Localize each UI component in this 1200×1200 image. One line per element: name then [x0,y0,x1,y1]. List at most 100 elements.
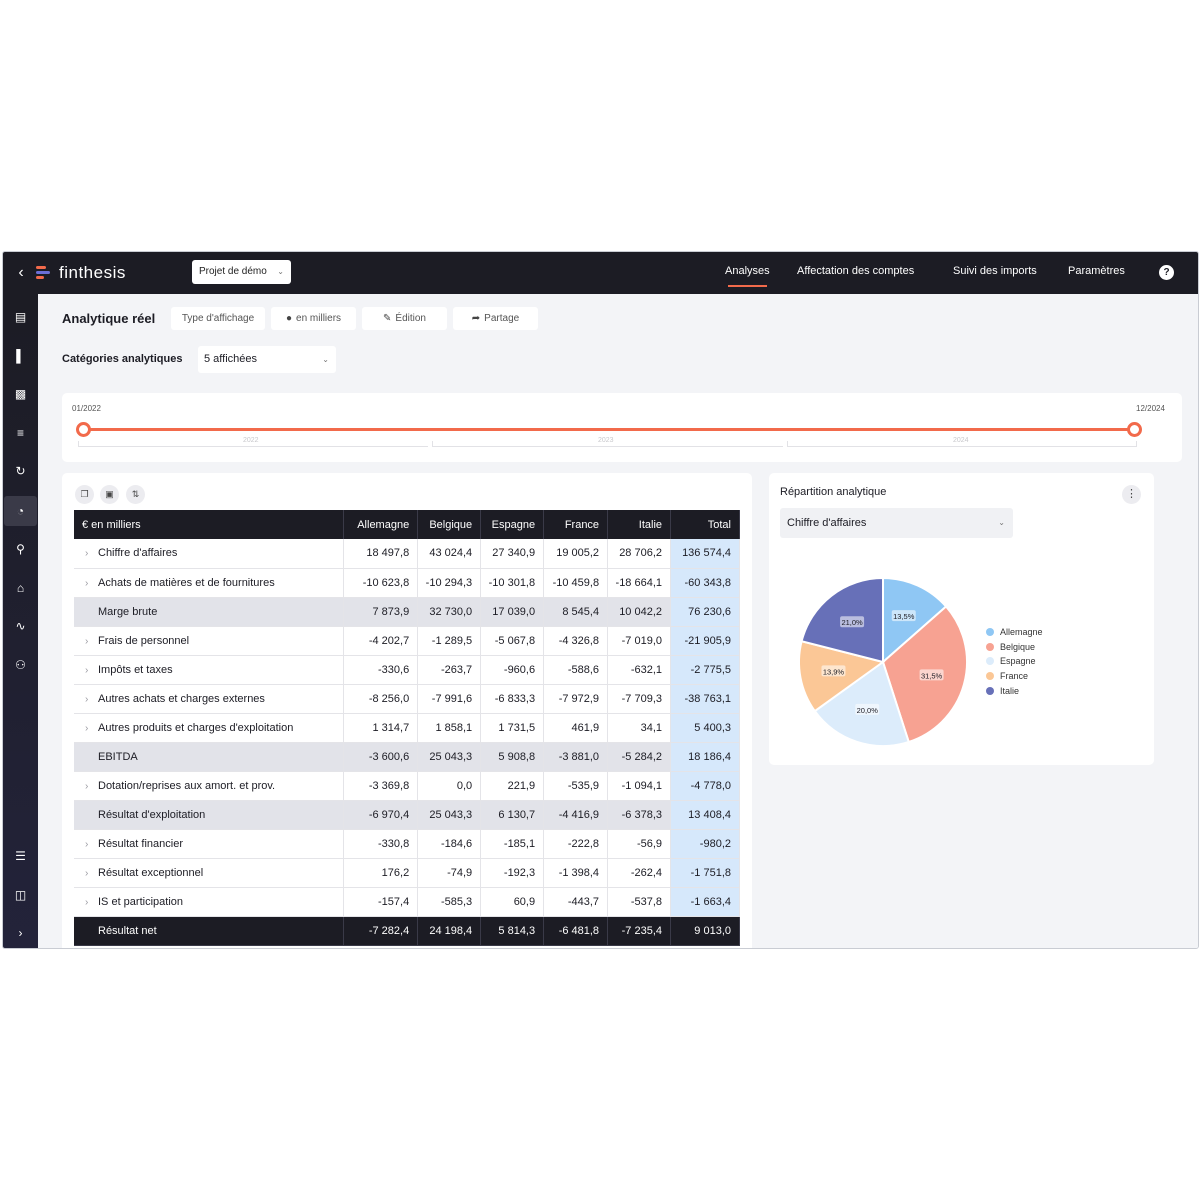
value-cell: -56,9 [607,829,672,859]
column-header[interactable]: Allemagne [343,510,419,539]
column-header[interactable]: Belgique [417,510,482,539]
expand-chevron-icon[interactable]: › [85,635,89,647]
range-end-handle[interactable] [1127,422,1142,437]
logo[interactable]: finthesis [36,263,126,283]
cycle-arrows-icon[interactable]: ↻ [15,464,26,478]
legend-item[interactable]: Allemagne [986,625,1043,640]
row-label-cell[interactable]: › Résultat exceptionnel [74,858,345,888]
value-cell: -1 398,4 [543,858,609,888]
project-select[interactable]: Projet de démo ⌄ [192,260,291,284]
display-type-button[interactable]: Type d'affichage [171,307,265,330]
legend-item[interactable]: Belgique [986,640,1043,655]
table-row[interactable]: › IS et participation -157,4 -585,3 60,9 -443… [74,887,740,917]
table-row[interactable]: › Autres achats et charges externes -8 256… [74,684,740,714]
expand-chevron-icon[interactable]: › [85,867,89,879]
table-row[interactable]: › Dotation/reprises aux amort. et prov. -3… [74,771,740,801]
row-label-cell[interactable]: › Achats de matières et de fournitures [74,568,345,598]
row-label-cell[interactable]: › Autres produits et charges d'exploitati… [74,713,345,743]
pie-chart-icon[interactable]: ◔ [4,496,37,526]
expand-chevron-icon[interactable]: › [85,693,89,705]
legend-item[interactable]: France [986,669,1043,684]
back-chevron-icon[interactable]: ‹ [18,264,24,281]
column-header[interactable]: Espagne [480,510,545,539]
value-cell: -184,6 [417,829,482,859]
edition-button[interactable]: ✎ Édition [362,307,447,330]
list-icon[interactable]: ☰ [15,849,26,863]
bar-chart-icon[interactable]: ▌ [16,349,25,363]
users-icon[interactable]: ⚇ [15,658,26,672]
table-row[interactable]: › Résultat financier -330,8 -184,6 -185,1 -22… [74,829,740,859]
sort-icon[interactable]: ⇅ [126,485,145,504]
expand-chevron-icon[interactable]: › [85,722,89,734]
book-icon[interactable]: ▩ [14,387,27,401]
legend-item[interactable]: Italie [986,683,1043,698]
pulse-icon[interactable]: ∿ [15,619,26,633]
chevron-right-icon[interactable]: › [18,926,23,940]
row-label-cell[interactable]: › Autres achats et charges externes [74,684,345,714]
expand-chevron-icon[interactable]: › [85,577,89,589]
share-button[interactable]: ➦ Partage [453,307,538,330]
home-icon[interactable]: ⌂ [16,581,25,595]
value-cell: -5 067,8 [480,626,545,656]
pie-label-background [855,703,880,715]
document-icon[interactable]: ◫ [14,888,27,902]
value-cell: -3 600,6 [343,742,419,772]
stack-coins-icon[interactable]: ≡ [16,426,24,440]
range-start-handle[interactable] [76,422,91,437]
value-cell: -330,6 [343,655,419,685]
year-label: 2024 [953,437,969,444]
table-row[interactable]: › Résultat exceptionnel 176,2 -74,9 -192,3 -1… [74,858,740,888]
value-cell: 25 043,3 [417,742,482,772]
value-cell: -7 991,6 [417,684,482,714]
period-range-slider[interactable]: 01/2022 12/2024 2022 2023 2024 [62,393,1182,462]
row-label: IS et participation [98,895,183,908]
table-row[interactable]: › Chiffre d'affaires 18 497,8 43 024,4 27 34… [74,539,740,569]
column-header[interactable]: France [543,510,609,539]
row-label-cell[interactable]: › Frais de personnel [74,626,345,656]
expand-chevron-icon[interactable]: › [85,896,89,908]
table-row[interactable]: › Autres produits et charges d'exploitati… [74,713,740,743]
row-label-cell: Résultat net [74,916,345,946]
table-row[interactable]: › Impôts et taxes -330,6 -263,7 -960,6 -588,6… [74,655,740,685]
metric-select[interactable]: Chiffre d'affaires ⌄ [780,508,1013,538]
expand-chevron-icon[interactable]: › [85,838,89,850]
pie-label-background [891,610,916,622]
share-label: Partage [484,313,520,324]
value-cell: -7 972,9 [543,684,609,714]
search-analytics-icon[interactable]: ⚲ [16,542,25,556]
units-button[interactable]: ● en milliers [271,307,356,330]
column-header[interactable]: Total [670,510,740,539]
export-icon[interactable]: ▣ [100,485,119,504]
categories-select[interactable]: 5 affichées ⌄ [198,346,336,373]
nav-suivi-imports[interactable]: Suivi des imports [953,265,1037,277]
project-select-value: Projet de démo [199,266,267,277]
help-icon[interactable]: ? [1159,265,1174,280]
row-label-cell[interactable]: › Impôts et taxes [74,655,345,685]
table-row: Résultat net -7 282,4 24 198,4 5 814,3 -6 48… [74,916,740,946]
expand-chevron-icon[interactable]: › [85,780,89,792]
more-options-icon[interactable]: ⋮ [1122,485,1141,504]
trend-chart-icon[interactable]: ▤ [14,310,27,324]
value-cell: 43 024,4 [417,539,482,569]
value-cell: 8 545,4 [543,597,609,627]
legend-item[interactable]: Espagne [986,654,1043,669]
row-label-cell[interactable]: › Dotation/reprises aux amort. et prov. [74,771,345,801]
table-row: Marge brute 7 873,9 32 730,0 17 039,0 8 545,… [74,597,740,627]
copy-icon[interactable]: ❐ [75,485,94,504]
row-label-cell[interactable]: › Résultat financier [74,829,345,859]
row-label-cell[interactable]: › Chiffre d'affaires [74,539,345,569]
pnl-table: € en milliers Allemagne Belgique Espagne… [74,510,740,946]
row-label: Résultat d'exploitation [98,808,206,821]
value-cell: -6 481,8 [543,916,609,946]
expand-chevron-icon[interactable]: › [85,664,89,676]
range-track[interactable] [84,428,1135,431]
nav-affectation-comptes[interactable]: Affectation des comptes [797,265,915,277]
row-label-cell[interactable]: › IS et participation [74,887,345,917]
nav-parametres[interactable]: Paramètres [1068,265,1125,277]
table-row[interactable]: › Frais de personnel -4 202,7 -1 289,5 -5 06… [74,626,740,656]
table-row[interactable]: › Achats de matières et de fournitures -10… [74,568,740,598]
expand-chevron-icon[interactable]: › [85,548,89,560]
row-label: Autres achats et charges externes [98,692,265,705]
nav-analyses[interactable]: Analyses [725,265,770,287]
column-header[interactable]: Italie [607,510,672,539]
